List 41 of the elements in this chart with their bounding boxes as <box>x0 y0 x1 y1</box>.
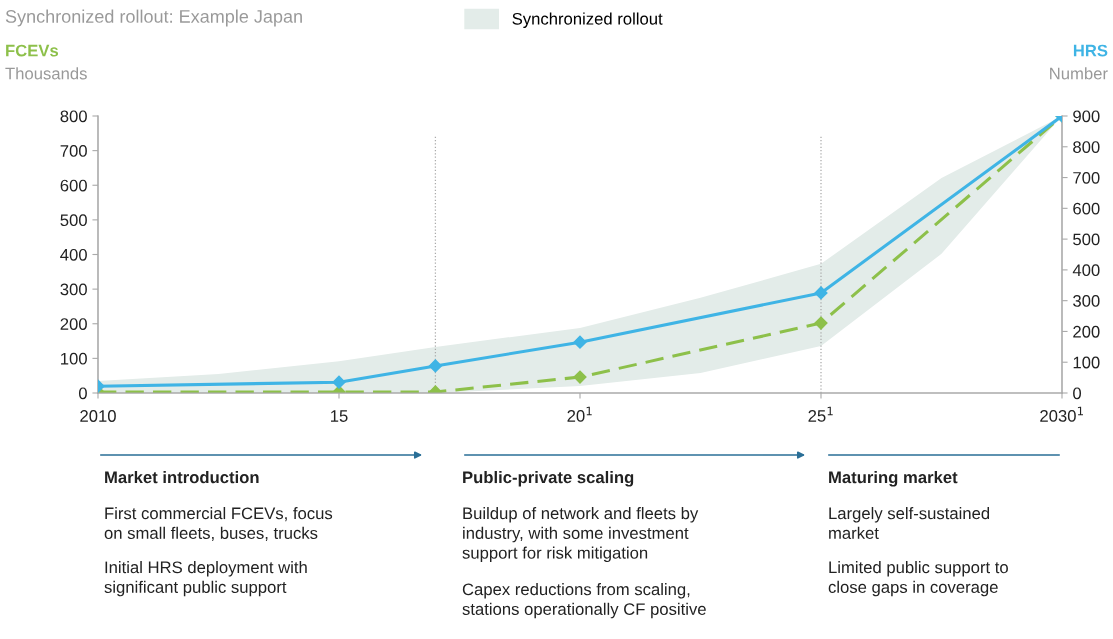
text: Largely self-sustained market <box>829 507 990 540</box>
y-tick-label: 700 <box>60 145 87 157</box>
text: Limited public support to close gaps in coverage <box>828 561 1008 597</box>
x-tick-label: 20$^{1}$ <box>567 406 592 422</box>
y-tick-label: 400 <box>60 248 87 261</box>
y2-tick-label: 500 <box>1073 233 1100 246</box>
text: Capex reductions from scaling, stations operationally CF positive <box>462 583 706 619</box>
text: Initial HRS deployment with significant public support <box>104 561 307 597</box>
y2-tick-label: 900 <box>1073 110 1100 123</box>
y-tick-label: 500 <box>60 214 87 227</box>
x-tick-label: 15 <box>331 410 348 422</box>
text: Maturing market <box>829 471 958 487</box>
text: First commercial FCEVs, focus on small fleets, buses, trucks <box>104 507 333 541</box>
text: Market introduction <box>105 471 259 484</box>
legend-label: Synchronized rollout <box>512 12 663 28</box>
y2-tick-label: 300 <box>1073 295 1100 307</box>
y-axis-title: FCEVs Thousands <box>5 44 87 80</box>
y-tick-label: 600 <box>60 179 87 192</box>
y2-axis-title: HRS Number <box>1050 44 1108 80</box>
x-tick-label: 25$^{1}$ <box>808 406 833 422</box>
y2-tick-label: 800 <box>1073 141 1100 153</box>
y2-tick-label: 0 <box>1073 387 1082 400</box>
point <box>814 286 828 300</box>
point <box>573 335 587 349</box>
x-tick-label: 2010 <box>80 410 116 422</box>
y-tick-label: 200 <box>60 318 87 330</box>
y-tick-label: 800 <box>60 110 87 123</box>
point <box>332 375 346 389</box>
point <box>428 359 442 373</box>
chart-title: Synchronized rollout: Example Japan <box>5 9 302 27</box>
x-tick-label: 2030$^{1}$ <box>1040 406 1083 422</box>
y2-tick-label: 100 <box>1073 356 1100 369</box>
y-tick-label: 300 <box>60 283 87 296</box>
y2-tick-label: 200 <box>1073 325 1100 338</box>
text: Public-private scaling <box>463 471 634 487</box>
text: Buildup of network and fleets by industry, with some investment support for risk mitigation <box>462 507 699 563</box>
y2-tick-label: 400 <box>1072 264 1100 277</box>
y-tick-label: 100 <box>61 352 87 365</box>
y2-tick-label: 700 <box>1073 171 1100 184</box>
y-tick-label: 0 <box>78 387 87 400</box>
y2-tick-label: 600 <box>1073 202 1100 215</box>
